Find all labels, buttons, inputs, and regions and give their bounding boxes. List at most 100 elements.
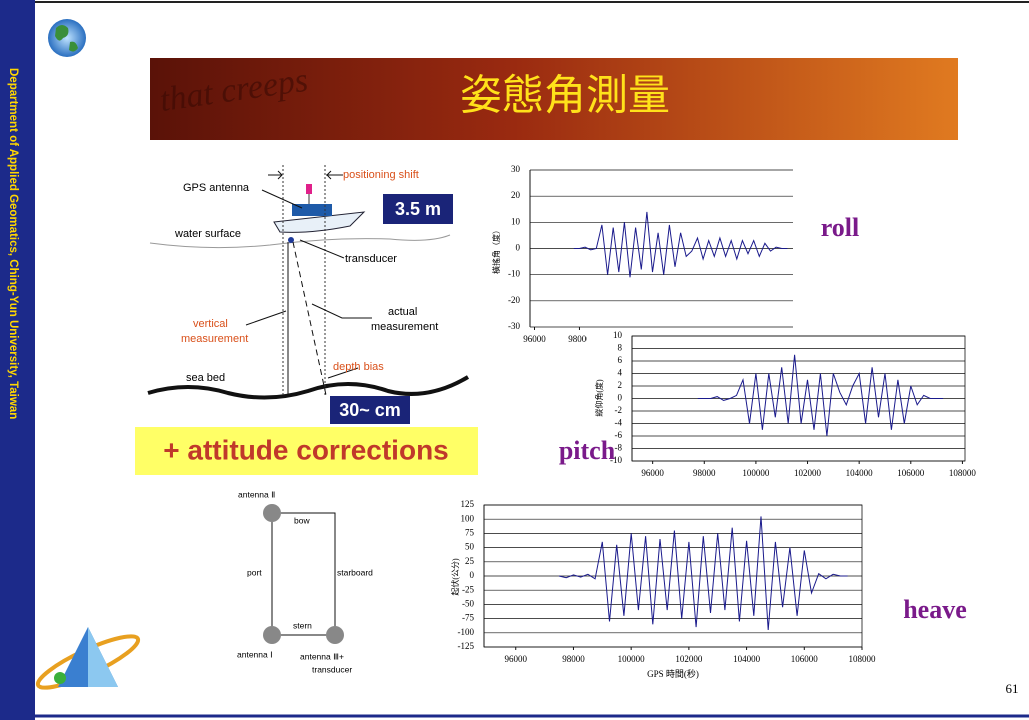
chart: 10 8 6 4 2 0 -2 -4 -6 -8 -10 96000 98000 100000 102000…: [587, 328, 976, 483]
y-tick-label: 75: [465, 527, 475, 537]
bias-box: [330, 396, 410, 424]
y-tick-label: 20: [511, 190, 521, 200]
x-tick-label: 102000: [794, 468, 822, 478]
label: sea bed: [186, 372, 225, 384]
label: antenna Ⅰ: [237, 649, 273, 659]
x-tick-label: 104000: [733, 654, 761, 664]
title-banner: [150, 58, 958, 140]
sea-bed-line: [147, 375, 470, 400]
shift-value: 3.5 m: [395, 199, 441, 219]
gps-antenna: [306, 184, 312, 194]
y-tick-label: -10: [508, 269, 520, 279]
label: port: [247, 567, 262, 577]
antenna-dot: [263, 504, 281, 522]
antenna-dot: [263, 626, 281, 644]
y-tick-label: -25: [462, 584, 474, 594]
x-axis-label: GPS 時間(秒): [647, 668, 699, 679]
x-tick-label: 96000: [523, 334, 546, 344]
antenna-dot: [326, 626, 344, 644]
y-tick-label: -100: [458, 627, 475, 637]
sidebar: [0, 0, 35, 720]
leader-lines: [245, 189, 372, 379]
y-tick-label: 4: [618, 368, 623, 378]
label: transducer: [312, 664, 352, 674]
chart-label: heave: [903, 595, 967, 624]
label: antenna Ⅲ+: [300, 651, 344, 661]
y-axis-label: 起伏(公分): [450, 558, 460, 596]
x-tick-label: 100000: [618, 654, 646, 664]
x-tick-label: 108000: [849, 654, 877, 664]
plot-background: [485, 162, 798, 349]
signal-line: [573, 211, 788, 278]
label: depth bias: [333, 361, 384, 373]
y-tick-label: 8: [618, 343, 623, 353]
sidebar-text: Department of Applied Geomatics, Ching-Y…: [7, 68, 19, 419]
logo-face: [88, 627, 118, 687]
y-tick-label: -8: [615, 443, 623, 453]
signal-line: [697, 354, 944, 437]
x-tick-label: 98000: [693, 468, 716, 478]
x-tick-label: 96000: [641, 468, 664, 478]
y-tick-label: -2: [615, 405, 623, 415]
y-tick-label: 100: [461, 513, 475, 523]
y-tick-label: -50: [462, 598, 474, 608]
globe-logo: [48, 19, 86, 57]
logo-ball: [54, 672, 66, 684]
y-tick-label: -4: [615, 418, 623, 428]
y-tick-label: -75: [462, 613, 474, 623]
water-line: [149, 234, 451, 249]
actual-line: [292, 241, 327, 396]
boat-hull: [273, 211, 366, 233]
antenna-labels: antenna Ⅱ bow port starboard stern anten…: [237, 489, 373, 674]
plot-background: [587, 328, 970, 483]
y-tick-label: -20: [508, 295, 520, 305]
y-tick-label: -125: [458, 641, 475, 651]
page-number: 61: [1006, 681, 1019, 696]
antenna-frame: [271, 512, 336, 636]
diagram-labels: GPS antenna positioning shift water surf…: [174, 169, 438, 384]
x-tick-label: 106000: [791, 654, 819, 664]
label: antenna Ⅱ: [238, 489, 275, 499]
x-tick-label: 102000: [675, 654, 703, 664]
corrections-box: [135, 427, 478, 475]
y-axis-label: 縱仰角(度): [594, 379, 604, 417]
y-axis-label: 橫搖角（度）: [491, 226, 501, 274]
boat-cabin: [292, 204, 332, 216]
label: vertical: [193, 318, 228, 330]
y-tick-label: -30: [508, 321, 520, 331]
label: measurement: [371, 321, 438, 333]
x-tick-label: 96000: [504, 654, 527, 664]
y-tick-label: 25: [465, 556, 475, 566]
label: bow: [294, 515, 310, 525]
corrections-text: + attitude corrections: [163, 434, 449, 465]
y-tick-label: 50: [465, 542, 475, 552]
y-tick-label: 10: [511, 216, 521, 226]
label: actual: [388, 306, 417, 318]
x-tick-label: 98000: [568, 334, 591, 344]
y-tick-label: 6: [618, 355, 623, 365]
transducer-mark: [288, 237, 294, 243]
y-tick-label: 0: [470, 570, 475, 580]
shift-arrows: [268, 170, 343, 180]
y-tick-label: 0: [618, 393, 623, 403]
shift-box: [383, 194, 453, 224]
x-tick-label: 104000: [846, 468, 874, 478]
x-tick-label: 108000: [949, 468, 977, 478]
y-tick-label: 10: [613, 330, 623, 340]
chart: 125 100 75 50 25 0 -25 -50 -75 -100 -125 96000 98000…: [439, 497, 876, 679]
label: stern: [293, 620, 312, 630]
y-tick-label: 30: [511, 164, 521, 174]
label: positioning shift: [343, 169, 419, 181]
y-tick-label: 0: [516, 243, 521, 253]
y-tick-label: -6: [615, 430, 623, 440]
slide-title: 姿態角測量: [460, 74, 670, 120]
y-tick-label: -10: [610, 455, 622, 465]
bias-value: 30~ cm: [339, 400, 401, 420]
x-tick-label: 106000: [897, 468, 925, 478]
chart-label: pitch: [559, 436, 616, 465]
label: water surface: [174, 228, 241, 240]
label: measurement: [181, 333, 248, 345]
chart-label: roll: [821, 213, 860, 242]
